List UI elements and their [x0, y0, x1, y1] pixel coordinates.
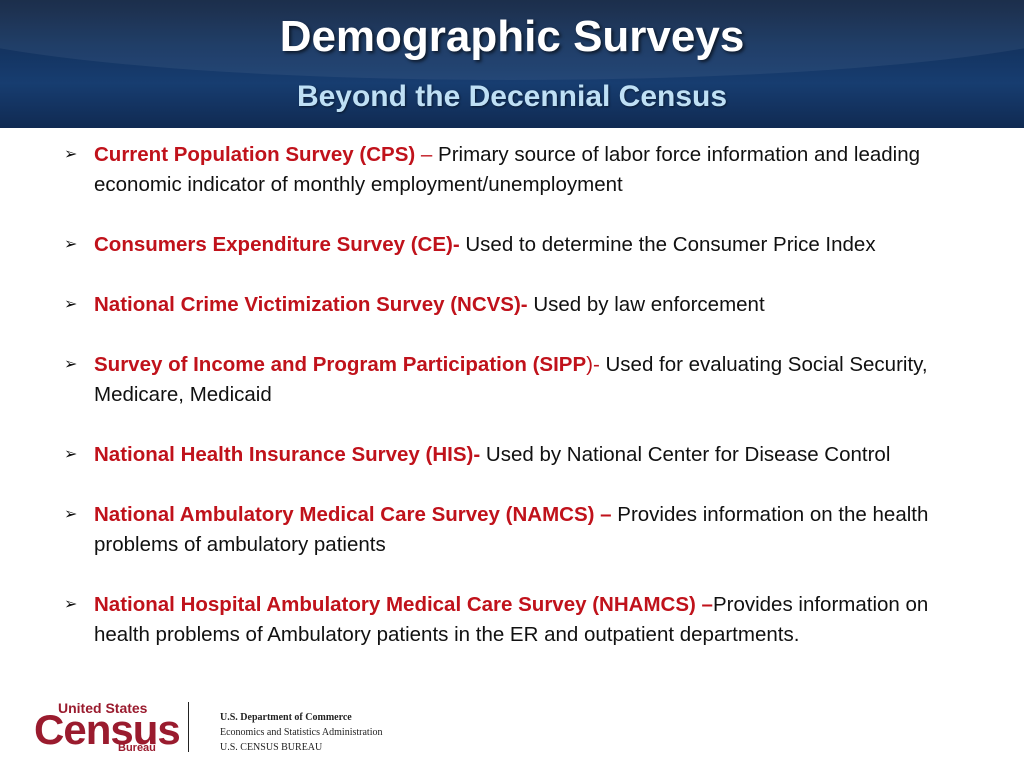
- arrow-bullet-icon: ➢: [64, 446, 78, 463]
- footer-divider: [188, 702, 189, 752]
- arrow-bullet-icon: ➢: [64, 236, 78, 253]
- logo-line-1: United States: [58, 700, 148, 716]
- logo-line-2: Census: [34, 706, 181, 753]
- bullet-item: ➢ Consumers Expenditure Survey (CE)- Use…: [64, 230, 964, 260]
- census-logo: United States Census Bureau: [34, 700, 181, 756]
- slide-subtitle: Beyond the Decennial Census: [296, 80, 728, 113]
- survey-name: National Hospital Ambulatory Medical Car…: [94, 593, 713, 616]
- survey-description: Used to determine the Consumer Price Ind…: [465, 233, 876, 256]
- survey-description: Used by National Center for Disease Cont…: [485, 443, 891, 466]
- arrow-bullet-icon: ➢: [64, 356, 78, 373]
- bullet-item: ➢ Survey of Income and Program Participa…: [64, 350, 964, 410]
- survey-description: Used by law enforcement: [533, 293, 765, 316]
- survey-description: Primary source of labor force informatio…: [94, 143, 921, 196]
- bullet-item: ➢ Current Population Survey (CPS) – Prim…: [64, 140, 964, 200]
- slide-title: Demographic Surveys: [279, 12, 745, 61]
- agency-dept: U.S. Department of Commerce: [220, 712, 352, 723]
- arrow-bullet-icon: ➢: [64, 296, 78, 313]
- arrow-bullet-icon: ➢: [64, 146, 78, 163]
- arrow-bullet-icon: ➢: [64, 506, 78, 523]
- agency-bureau: U.S. CENSUS BUREAU: [220, 742, 323, 753]
- survey-name: Survey of Income and Program Participati…: [94, 353, 587, 376]
- bullet-list: ➢ Current Population Survey (CPS) – Prim…: [64, 140, 964, 680]
- slide-header: Demographic Surveys Beyond the Decennial…: [0, 0, 1024, 128]
- survey-name: National Ambulatory Medical Care Survey …: [94, 503, 612, 526]
- survey-description: Provides information on health problems …: [94, 593, 929, 646]
- bullet-item: ➢ National Crime Victimization Survey (N…: [64, 290, 964, 320]
- survey-description: Provides information on the health probl…: [94, 503, 929, 556]
- agency-block: U.S. Department of Commerce Economics an…: [220, 710, 383, 755]
- bullet-item: ➢ National Hospital Ambulatory Medical C…: [64, 590, 964, 650]
- survey-description: Used for evaluating Social Security, Med…: [94, 353, 928, 406]
- survey-name: National Health Insurance Survey (HIS)-: [94, 443, 481, 466]
- bullet-item: ➢ National Health Insurance Survey (HIS)…: [64, 440, 964, 470]
- survey-name: National Crime Victimization Survey (NCV…: [94, 293, 528, 316]
- agency-admin: Economics and Statistics Administration: [220, 727, 383, 738]
- survey-name: Consumers Expenditure Survey (CE)-: [94, 233, 460, 256]
- bullet-item: ➢ National Ambulatory Medical Care Surve…: [64, 500, 964, 560]
- separator: –: [415, 143, 439, 166]
- separator: )-: [586, 353, 606, 376]
- arrow-bullet-icon: ➢: [64, 596, 78, 613]
- survey-name: Current Population Survey (CPS): [94, 143, 416, 166]
- slide-footer: United States Census Bureau U.S. Departm…: [34, 700, 534, 760]
- header-swoosh: [0, 0, 1024, 80]
- logo-line-3: Bureau: [118, 742, 156, 754]
